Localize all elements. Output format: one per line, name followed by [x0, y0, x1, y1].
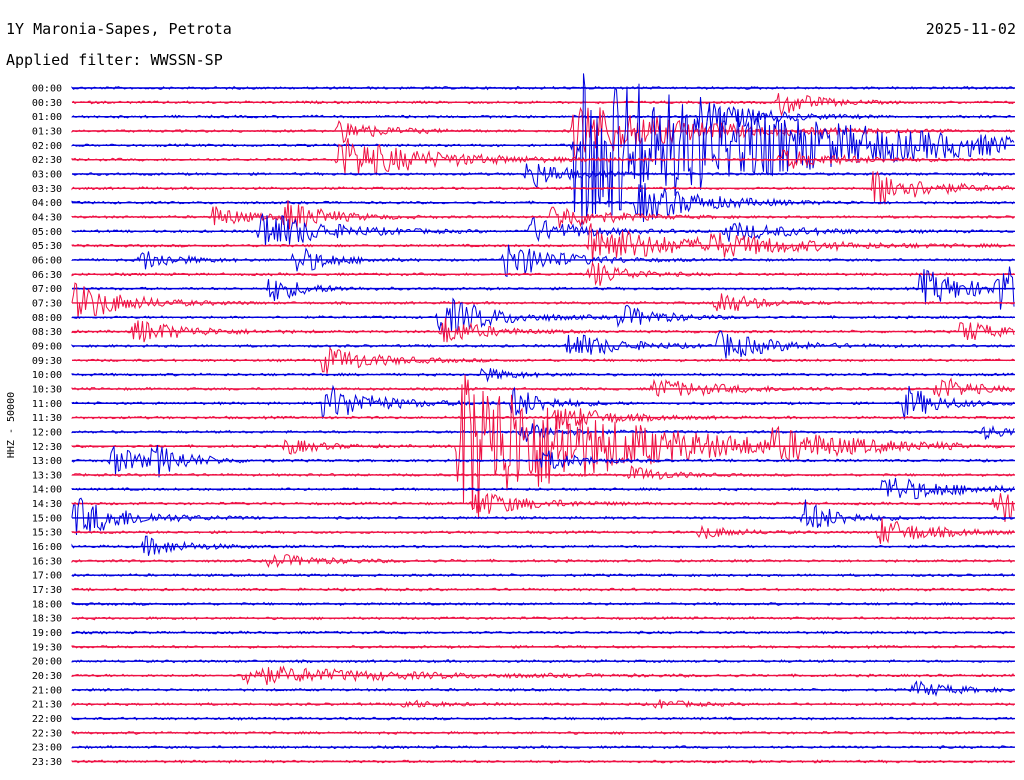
row-time-label: 08:00 — [32, 313, 62, 324]
row-time-label: 21:30 — [32, 700, 62, 711]
row-time-label: 23:00 — [32, 743, 62, 754]
row-time-label: 15:00 — [32, 513, 62, 524]
trace-group — [71, 73, 1015, 764]
row-time-label: 05:30 — [32, 241, 62, 252]
row-time-label: 07:30 — [32, 298, 62, 309]
row-time-label: 06:30 — [32, 270, 62, 281]
row-time-label: 07:00 — [32, 284, 62, 295]
plot-date: 2025-11-02 — [925, 20, 1016, 38]
row-time-label: 12:00 — [32, 427, 62, 438]
row-time-label: 14:00 — [32, 485, 62, 496]
row-time-label: 04:00 — [32, 198, 62, 209]
row-time-label: 00:30 — [32, 98, 62, 109]
row-time-label: 21:00 — [32, 685, 62, 696]
row-time-label: 16:30 — [32, 556, 62, 567]
row-time-label: 04:30 — [32, 212, 62, 223]
trace-row — [71, 680, 1015, 697]
row-time-label: 09:30 — [32, 356, 62, 367]
row-time-label: 05:00 — [32, 227, 62, 238]
row-time-label: 01:00 — [32, 112, 62, 123]
row-time-label: 16:00 — [32, 542, 62, 553]
row-time-label: 12:30 — [32, 442, 62, 453]
row-time-label: 22:00 — [32, 714, 62, 725]
row-time-label: 19:00 — [32, 628, 62, 639]
trace-row — [71, 96, 1015, 138]
row-time-label: 11:00 — [32, 399, 62, 410]
trace-row — [71, 212, 1015, 247]
time-labels: 00:00 00:30 01:00 01:30 02:00 02:30 03:00 03:30… — [32, 84, 62, 769]
row-time-label: 14:30 — [32, 499, 62, 510]
row-time-label: 06:00 — [32, 255, 62, 266]
row-time-label: 03:30 — [32, 184, 62, 195]
row-time-label: 02:30 — [32, 155, 62, 166]
trace-row — [71, 317, 1015, 343]
row-time-label: 23:30 — [32, 757, 62, 768]
row-time-label: 15:30 — [32, 528, 62, 539]
row-time-label: 13:30 — [32, 470, 62, 481]
row-time-label: 10:30 — [32, 384, 62, 395]
row-time-label: 20:30 — [32, 671, 62, 682]
row-time-label: 01:30 — [32, 126, 62, 137]
row-time-label: 22:30 — [32, 728, 62, 739]
trace-row — [71, 330, 1015, 359]
row-time-label: 13:00 — [32, 456, 62, 467]
row-time-label: 10:00 — [32, 370, 62, 381]
filter-label: Applied filter: WWSSN-SP — [6, 51, 223, 69]
row-time-label: 00:00 — [32, 84, 62, 95]
row-time-label: 17:00 — [32, 571, 62, 582]
row-time-label: 18:30 — [32, 614, 62, 625]
trace-row — [71, 200, 1015, 230]
row-time-label: 17:30 — [32, 585, 62, 596]
trace-row — [71, 377, 1015, 398]
trace-row — [71, 517, 1015, 544]
row-time-label: 02:00 — [32, 141, 62, 152]
row-time-label: 11:30 — [32, 413, 62, 424]
station-title: 1Y Maronia-Sapes, Petrota — [6, 20, 232, 38]
trace-row — [71, 572, 1015, 578]
row-time-label: 03:00 — [32, 169, 62, 180]
y-axis-label: HHZ - 50000 — [6, 392, 17, 458]
row-time-label: 19:30 — [32, 642, 62, 653]
trace-row — [71, 465, 1015, 480]
trace-row — [71, 93, 1015, 117]
trace-row — [71, 477, 1015, 500]
row-time-label: 08:30 — [32, 327, 62, 338]
row-time-label: 09:00 — [32, 341, 62, 352]
row-time-label: 18:00 — [32, 599, 62, 610]
row-time-label: 20:00 — [32, 657, 62, 668]
trace-row — [71, 346, 1015, 374]
